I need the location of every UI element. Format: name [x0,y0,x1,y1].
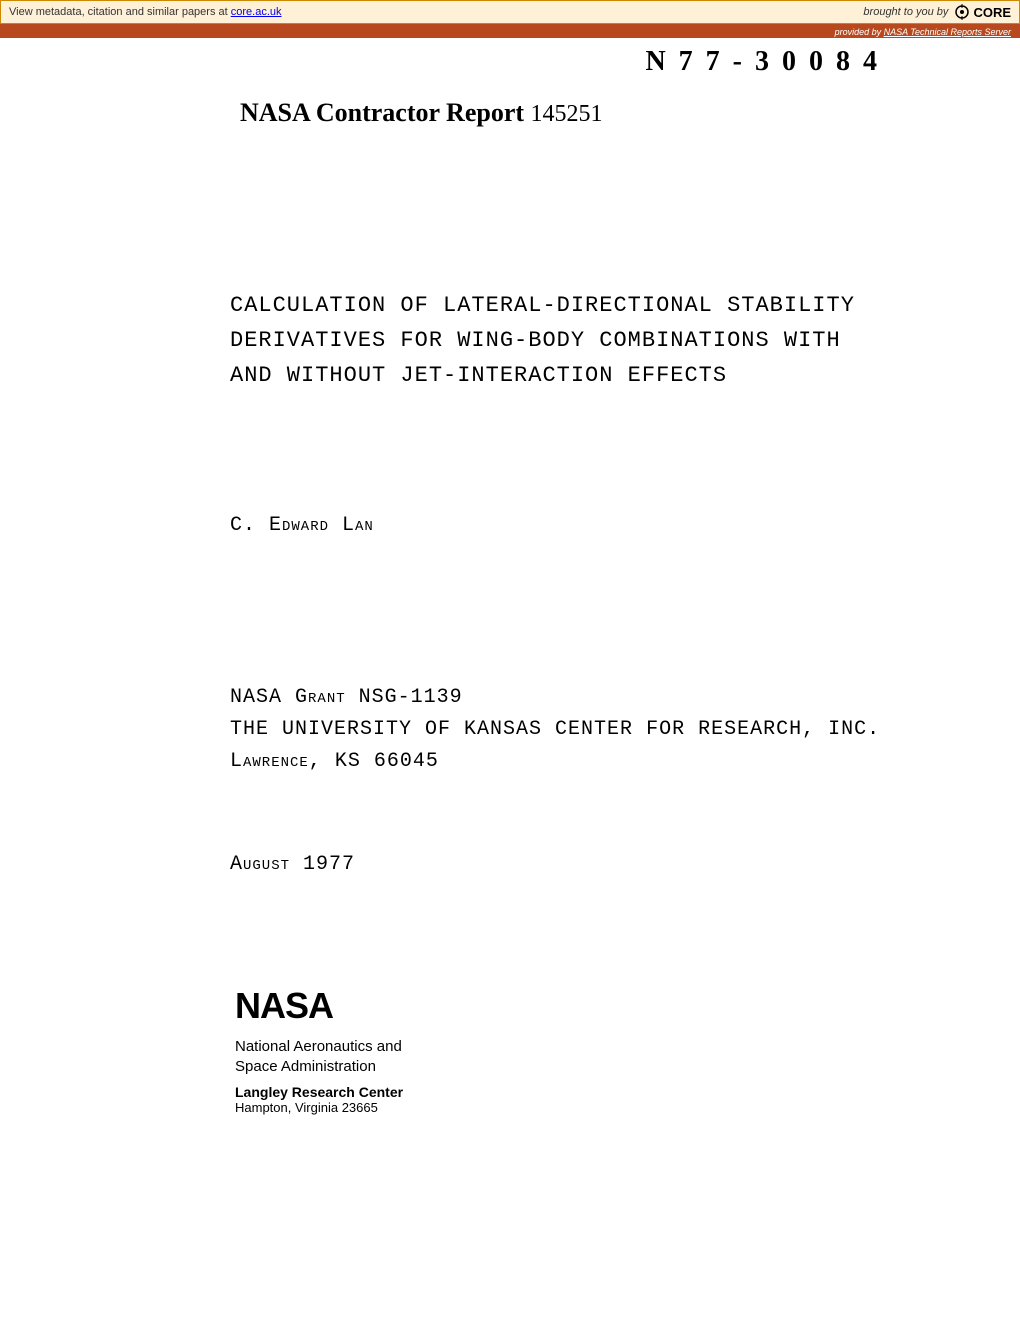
svg-text:NASA: NASA [235,986,334,1026]
banner-prefix: View metadata, citation and similar pape… [9,6,231,18]
title-line-1: CALCULATION OF LATERAL-DIRECTIONAL STABI… [230,288,960,323]
report-header: NASA Contractor Report 145251 [240,98,960,128]
grant-line-1: NASA Grant NSG-1139 [230,682,960,714]
grant-block: NASA Grant NSG-1139 THE UNIVERSITY OF KA… [230,682,960,778]
accession-number: N 7 7 - 3 0 0 8 4 [645,46,880,78]
report-number: 145251 [531,101,603,127]
report-title: CALCULATION OF LATERAL-DIRECTIONAL STABI… [230,288,960,394]
banner-left-text: View metadata, citation and similar pape… [9,6,282,18]
report-label: NASA Contractor Report [240,98,531,127]
nasa-wordmark: NASA [235,986,960,1036]
langley-address: Hampton, Virginia 23665 [235,1100,960,1115]
date-block: August 1977 [230,853,960,876]
langley-center: Langley Research Center [235,1084,960,1100]
metadata-banner: View metadata, citation and similar pape… [0,0,1020,24]
report-date: August 1977 [230,853,355,876]
title-line-3: AND WITHOUT JET-INTERACTION EFFECTS [230,358,960,393]
nasa-worm-logo: NASA [235,986,365,1026]
nasa-logo-block: NASA National Aeronautics and Space Admi… [235,986,960,1115]
nasa-subtitle-2: Space Administration [235,1058,960,1076]
grant-line-2: THE UNIVERSITY OF KANSAS CENTER FOR RESE… [230,714,960,746]
provided-prefix: provided by [835,27,884,37]
nasa-subtitle-1: National Aeronautics and [235,1038,960,1056]
provided-banner: provided by NASA Technical Reports Serve… [0,24,1020,38]
brought-by-text: brought to you by [863,6,948,18]
title-line-2: DERIVATIVES FOR WING-BODY COMBINATIONS W… [230,323,960,358]
author-block: C. Edward Lan [230,514,960,537]
core-link[interactable]: core.ac.uk [231,6,282,18]
author-name: C. Edward Lan [230,514,374,537]
grant-line-3: Lawrence, KS 66045 [230,746,960,778]
core-label: CORE [973,5,1011,20]
banner-right: brought to you by CORE [863,4,1011,20]
page-content: N 7 7 - 3 0 0 8 4 NASA Contractor Report… [0,38,1020,1155]
core-icon [954,4,970,20]
core-logo[interactable]: CORE [954,4,1011,20]
provided-source-link[interactable]: NASA Technical Reports Server [884,27,1011,37]
